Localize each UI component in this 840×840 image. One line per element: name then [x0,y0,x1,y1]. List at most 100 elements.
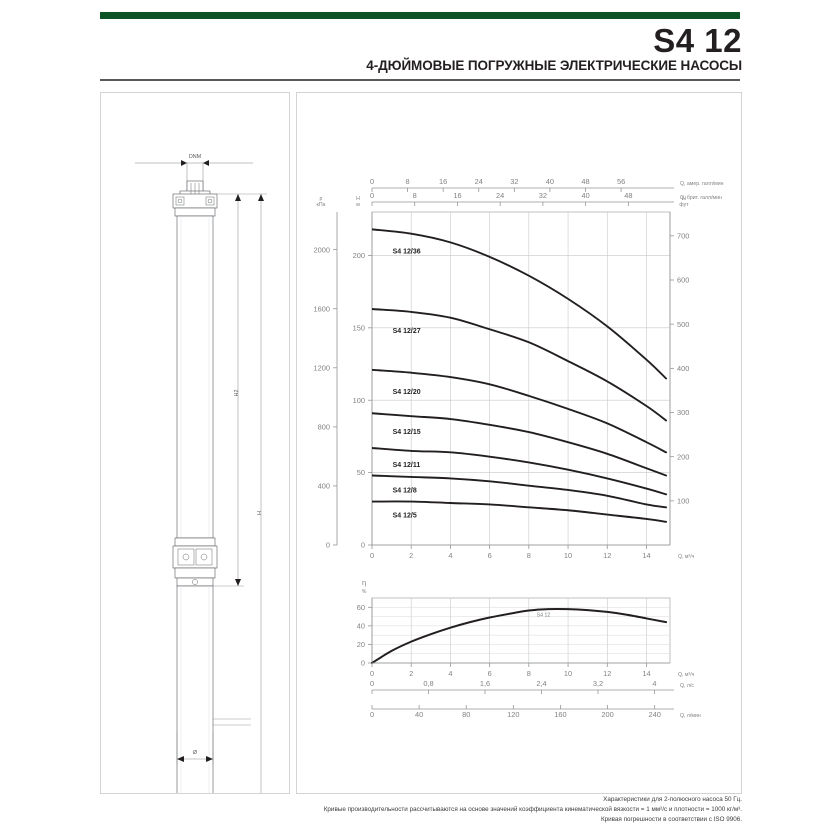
axis-title-q-m3h: Q, м³/ч [678,554,695,560]
head-tick-label-ft: 400 [677,364,689,373]
head-tick-label-ft: 500 [677,320,689,329]
head-tick-label-m: 0 [361,541,365,550]
head-tick-label-ft: 100 [677,496,689,505]
diameter-dimension-label: Ø [193,750,198,756]
eff-tick-label-ls: 3,2 [593,679,603,688]
eff-tick-label-q: 6 [488,669,492,678]
head-tick-label-ft: 600 [677,276,689,285]
eff-tick-label-q: 10 [564,669,572,678]
eff-tick-label-q: 14 [642,669,650,678]
curve-label-s4-12-11: S4 12/11 [393,462,421,469]
eff-tick-label: 0 [361,659,365,668]
eff-tick-label-q: 0 [370,669,374,678]
eff-tick-label-ls: 2,4 [536,679,546,688]
head-curve [372,500,668,523]
page-subtitle: 4-ДЮЙМОВЫЕ ПОГРУЖНЫЕ ЭЛЕКТРИЧЕСКИЕ НАСОС… [366,58,742,73]
head-tick-label-kpa: 1600 [314,304,330,313]
curve-label-s4-12-8: S4 12/8 [393,488,417,495]
eff-tick-label-q: 4 [448,669,452,678]
axis-title-lmin: Q, л/мин [680,713,701,719]
eff-tick-label-q: 12 [603,669,611,678]
h2-dimension-label: H2 [234,390,240,397]
head-tick-label-impgpm: 8 [413,191,417,200]
footer-line-2: Кривые производительности рассчитываются… [323,805,742,813]
axis-unit-m: м [356,202,360,208]
eff-tick-label-lmin: 0 [370,710,374,719]
head-tick-label-q: 12 [603,551,611,560]
axis-unit-kpa: кПа [317,202,326,208]
eff-tick-label-lmin: 160 [554,710,566,719]
dnm-arrows [181,160,209,166]
eff-tick-label: 40 [357,621,365,630]
footer-line-3: Кривая погрешности в соответствии с ISO … [600,815,742,823]
head-plot-frame [371,211,671,546]
head-tick-label-kpa: 800 [318,422,330,431]
curve-label-s4-12-36: S4 12/36 [393,248,421,255]
head-tick-label-usgpm: 32 [510,177,518,186]
eff-tick-label-ls: 1,6 [480,679,490,688]
head-tick-label-q: 10 [564,551,572,560]
head-tick-label-impgpm: 40 [582,191,590,200]
eff-tick-label-lmin: 240 [649,710,661,719]
h-dimension-label: H [257,511,263,515]
axis-title-q-eff: Q, м³/ч [678,672,695,678]
axis-title-h-ft: H [682,196,686,202]
head-curve [372,308,668,422]
pump-drawing-panel: DNM [100,92,290,794]
axis-unit-ft: фут [679,202,689,208]
footer-line-1: Характеристики для 2-полюсного насоса 50… [603,796,742,803]
eff-tick-label: 60 [357,603,365,612]
eff-tick-label-ls: 0,8 [423,679,433,688]
curve-label-s4-12-5: S4 12/5 [393,513,417,520]
head-tick-label-q: 14 [642,551,650,560]
head-tick-label-q: 8 [527,551,531,560]
eff-tick-label-lmin: 120 [507,710,519,719]
axis-unit-percent: % [362,589,367,595]
eff-tick-label-q: 8 [527,669,531,678]
dnm-label: DNM [189,154,202,160]
head-tick-label-ft: 700 [677,231,689,240]
eff-tick-label-ls: 4 [652,679,656,688]
head-curves-group [372,228,668,523]
axis-title-h-m: H [356,196,360,202]
axis-title-eta: η [362,578,366,587]
efficiency-curve [371,607,668,664]
head-curve [372,368,668,454]
curve-label-s4-12-27: S4 12/27 [393,328,421,335]
pump-dimension-drawing: DNM [135,154,267,793]
head-tick-label-usgpm: 48 [581,177,589,186]
head-tick-label-usgpm: 8 [406,177,410,186]
head-tick-label-impgpm: 24 [496,191,504,200]
header-divider [100,79,740,81]
axis-title-impgpm: Q, брит. галл/мин [680,195,722,201]
eff-tick-label-lmin: 200 [601,710,613,719]
head-tick-label-q: 6 [488,551,492,560]
head-tick-label-usgpm: 40 [546,177,554,186]
axis-title-ls: Q, л/с [680,683,694,689]
head-tick-label-impgpm: 0 [370,191,374,200]
footer-notes: Характеристики для 2-полюсного насоса 50… [324,795,742,824]
head-tick-label-impgpm: 32 [539,191,547,200]
head-curve [372,228,668,380]
header-accent-bar [100,12,740,19]
head-curve [372,412,668,477]
curve-label-s4-12-20: S4 12/20 [393,389,421,396]
eff-tick-label-lmin: 80 [462,710,470,719]
head-tick-label-usgpm: 24 [475,177,483,186]
head-tick-label-m: 200 [353,251,365,260]
head-tick-label-m: 100 [353,396,365,405]
eff-plot-frame [371,597,671,664]
head-tick-label-ft: 200 [677,452,689,461]
eff-tick-label-ls: 0 [370,679,374,688]
axis-title-p: p [320,196,323,202]
head-tick-label-kpa: 400 [318,482,330,491]
head-tick-label-usgpm: 16 [439,177,447,186]
head-tick-label-kpa: 1200 [314,363,330,372]
performance-curves: 050100150200Hм0400800120016002000pкПа100… [314,177,724,719]
eff-tick-label-q: 2 [409,669,413,678]
head-tick-label-ft: 300 [677,408,689,417]
eff-tick-label: 20 [357,640,365,649]
head-tick-label-q: 0 [370,551,374,560]
